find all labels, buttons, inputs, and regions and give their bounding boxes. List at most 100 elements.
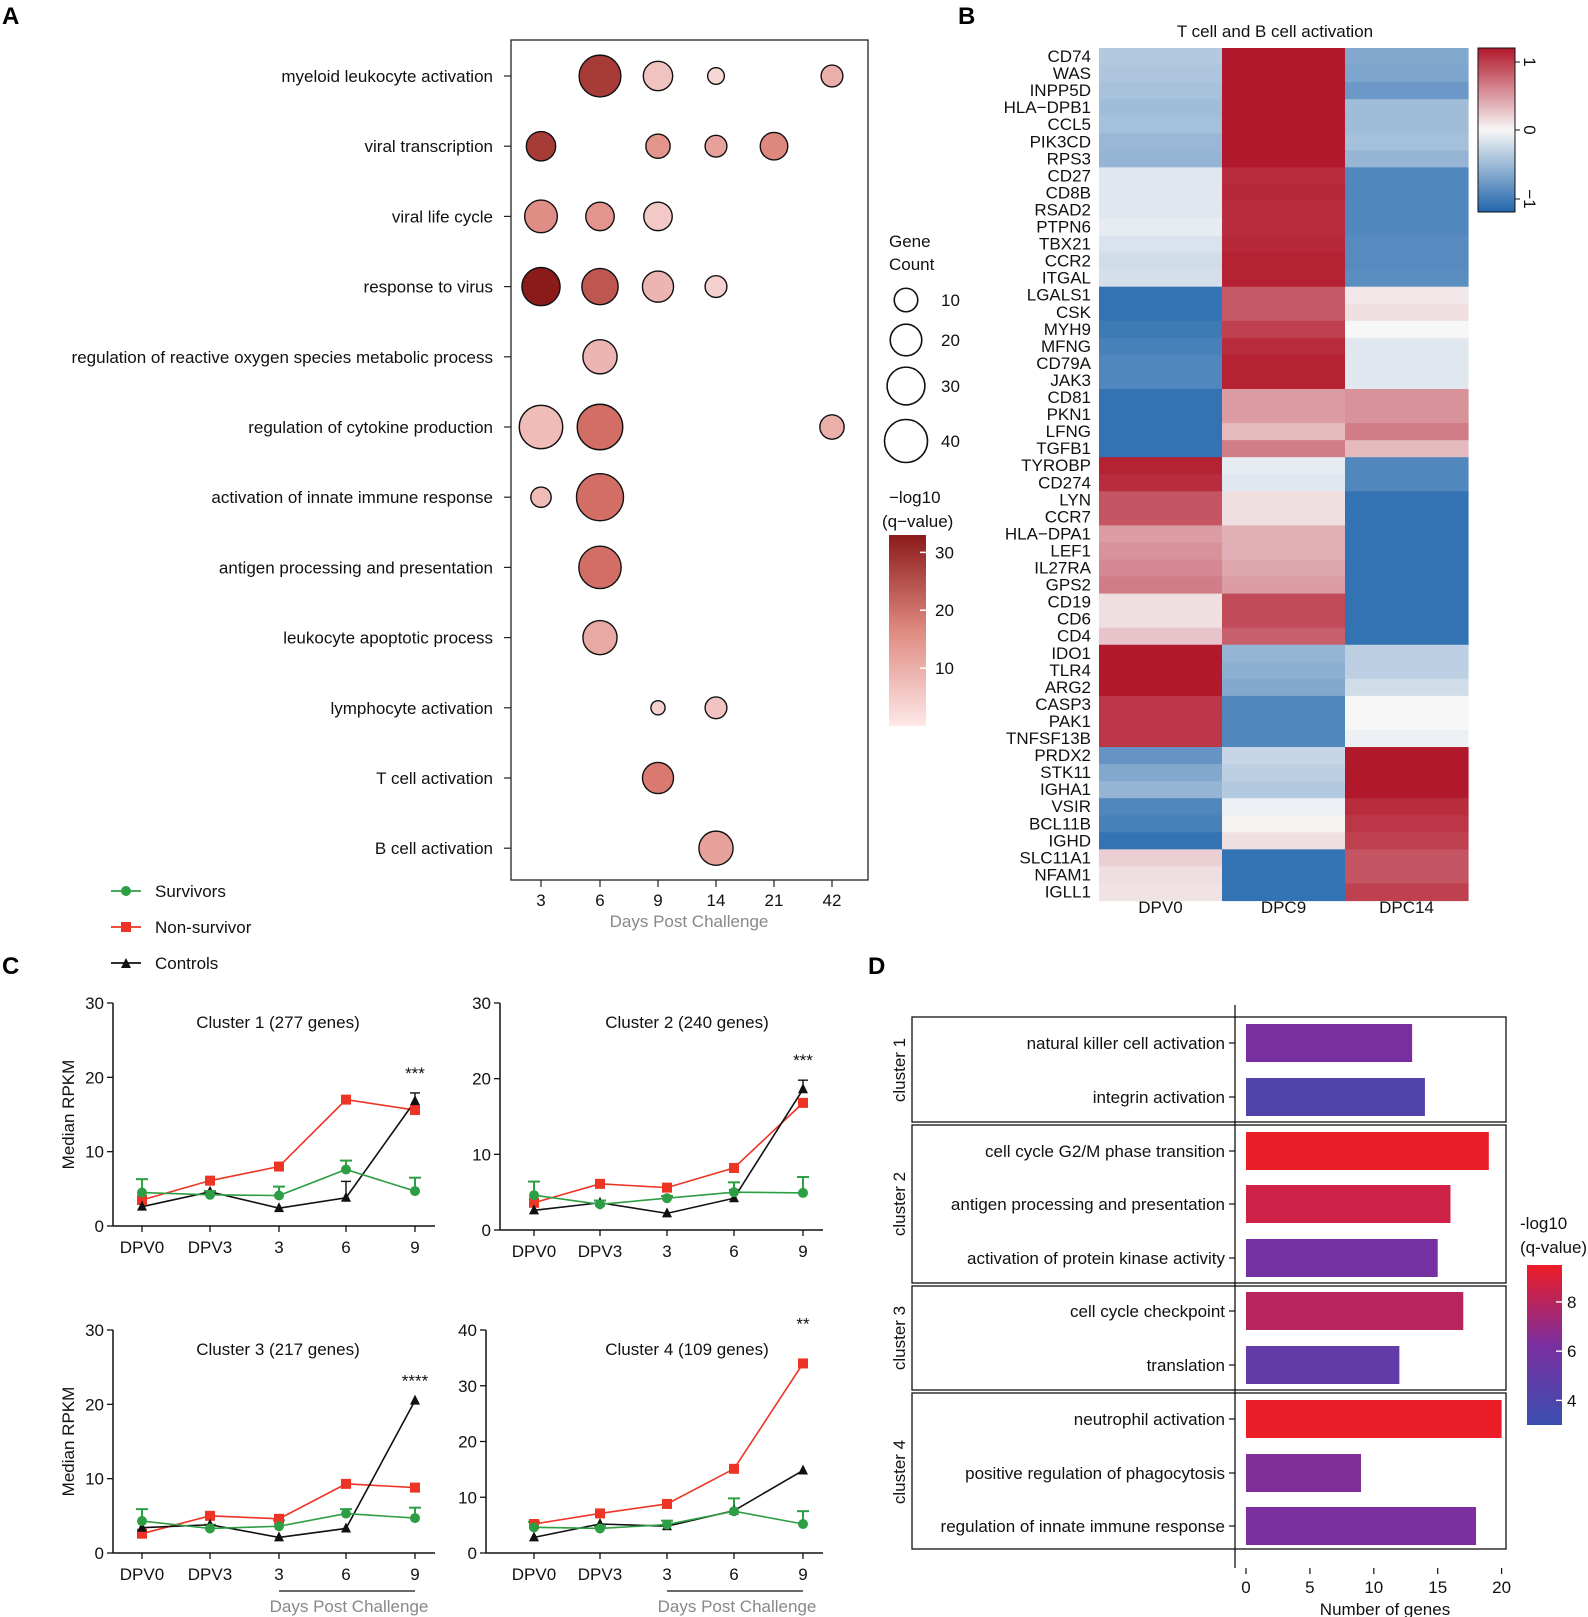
point-nonsurvivor	[662, 1498, 672, 1509]
bar	[1246, 1024, 1413, 1062]
gene-label: MFNG	[1041, 337, 1091, 356]
gene-label: MYH9	[1044, 320, 1091, 339]
heatmap-cell	[1222, 712, 1346, 731]
point-survivors	[274, 1190, 284, 1201]
gene-label: LEF1	[1050, 541, 1091, 560]
dot-point	[576, 403, 624, 451]
gene-label: CASP3	[1035, 695, 1091, 714]
bar	[1246, 1507, 1477, 1545]
heatmap-cell	[1345, 99, 1469, 117]
heatmap-cell	[1222, 269, 1346, 288]
heatmap-cell	[1222, 48, 1346, 66]
x-tick-label: 9	[798, 1565, 807, 1584]
dot-point	[581, 267, 619, 306]
heatmap-cell	[1099, 491, 1223, 509]
panel-d-bar-chart: cluster 1 natural killer cell activation i…	[890, 1005, 1587, 1617]
heatmap-cell	[1099, 184, 1223, 203]
heatmap-cell	[1099, 832, 1223, 850]
heatmap-cell	[1099, 474, 1223, 492]
gene-label: CD4	[1057, 627, 1091, 646]
x-tick-label: 21	[765, 891, 784, 910]
point-controls	[137, 1200, 147, 1211]
gene-label: PAK1	[1049, 712, 1091, 731]
color-legend-label: 6	[1567, 1342, 1576, 1361]
heatmap-cell	[1099, 371, 1223, 390]
heatmap-cell	[1222, 661, 1346, 680]
heatmap-legend-bar	[1477, 47, 1516, 213]
cluster-box	[911, 1392, 1507, 1550]
heatmap-cell	[1099, 525, 1223, 544]
bar	[1246, 1292, 1464, 1330]
x-tick-label: 6	[729, 1565, 738, 1584]
legend-marker-triangle	[121, 958, 131, 968]
heatmap-cell	[1099, 150, 1223, 168]
heatmap-cell	[1222, 320, 1346, 339]
x-axis-title: Number of genes	[1320, 1600, 1450, 1617]
heatmap-cell	[1099, 695, 1223, 714]
heatmap-cell	[1345, 269, 1469, 288]
heatmap-cell	[1345, 48, 1469, 66]
gene-label: CCR7	[1045, 507, 1091, 526]
heatmap-cell	[1222, 695, 1346, 714]
heatmap-cell	[1099, 730, 1223, 748]
heatmap-cell	[1345, 235, 1469, 254]
dot-point	[643, 201, 673, 232]
color-legend-label: 30	[935, 543, 954, 562]
bar-label: translation	[1147, 1356, 1225, 1375]
heatmap-cell	[1345, 678, 1469, 697]
heatmap-cell	[1345, 286, 1469, 305]
panel-label-d: D	[868, 953, 885, 980]
y-tick-label: 10	[458, 1488, 477, 1507]
heatmap-cell	[1345, 832, 1469, 850]
gene-label: TLR4	[1049, 661, 1091, 680]
gene-label: SLC11A1	[1019, 848, 1091, 867]
cluster-label: cluster 4	[890, 1440, 909, 1504]
heatmap-legend-label: 1	[1520, 57, 1539, 66]
go-term-label: response to virus	[364, 278, 493, 297]
heatmap-legend-label: −1	[1520, 189, 1539, 208]
heatmap-cell	[1222, 389, 1346, 407]
point-survivors	[798, 1519, 808, 1530]
color-legend-bar	[1527, 1265, 1562, 1425]
gene-label: CSK	[1056, 303, 1092, 322]
dot-point	[523, 199, 559, 234]
cluster-label: cluster 1	[890, 1038, 909, 1102]
heatmap-cell	[1099, 815, 1223, 833]
heatmap-cell	[1345, 593, 1469, 612]
heatmap-cell	[1099, 883, 1223, 902]
heatmap-cell	[1345, 747, 1469, 765]
heatmap-cell	[1222, 678, 1346, 697]
heatmap-cell	[1099, 576, 1223, 595]
gene-label: INPP5D	[1030, 81, 1091, 100]
panel-label-a: A	[2, 3, 19, 30]
gene-label: LFNG	[1046, 422, 1091, 441]
heatmap-cell	[1222, 866, 1346, 885]
y-axis-title: Median RPKM	[59, 1387, 78, 1497]
x-tick-label: DPV0	[120, 1565, 164, 1584]
y-tick-label: 20	[472, 1070, 491, 1089]
heatmap-cell	[1345, 337, 1469, 356]
dot-point	[641, 270, 675, 303]
heatmap-cell	[1345, 354, 1469, 373]
gene-label: CCL5	[1048, 115, 1091, 134]
dot-point	[819, 414, 845, 440]
heatmap-cell	[1222, 610, 1346, 629]
heatmap-cell	[1345, 866, 1469, 885]
heatmap-title: T cell and B cell activation	[1177, 22, 1373, 41]
heatmap-cell	[1222, 593, 1346, 612]
heatmap-cell	[1099, 559, 1223, 578]
x-tick-label: 42	[823, 891, 842, 910]
heatmap-cell	[1345, 65, 1469, 83]
heatmap-cell	[1099, 99, 1223, 117]
heatmap-cell	[1099, 457, 1223, 475]
cluster-group: cluster 2 cell cycle G2/M phase transitio…	[890, 1124, 1507, 1284]
color-legend-title: (q−value)	[882, 512, 953, 531]
heatmap-cell	[1099, 610, 1223, 629]
y-tick-label: 40	[458, 1321, 477, 1340]
gene-label: IDO1	[1051, 644, 1091, 663]
dot-point	[521, 266, 561, 307]
cluster-group: cluster 3 cell cycle checkpoint translatio…	[890, 1285, 1507, 1391]
heatmap-cell	[1099, 320, 1223, 339]
cluster-box	[911, 1285, 1507, 1391]
go-term-label: myeloid leukocyte activation	[281, 67, 493, 86]
